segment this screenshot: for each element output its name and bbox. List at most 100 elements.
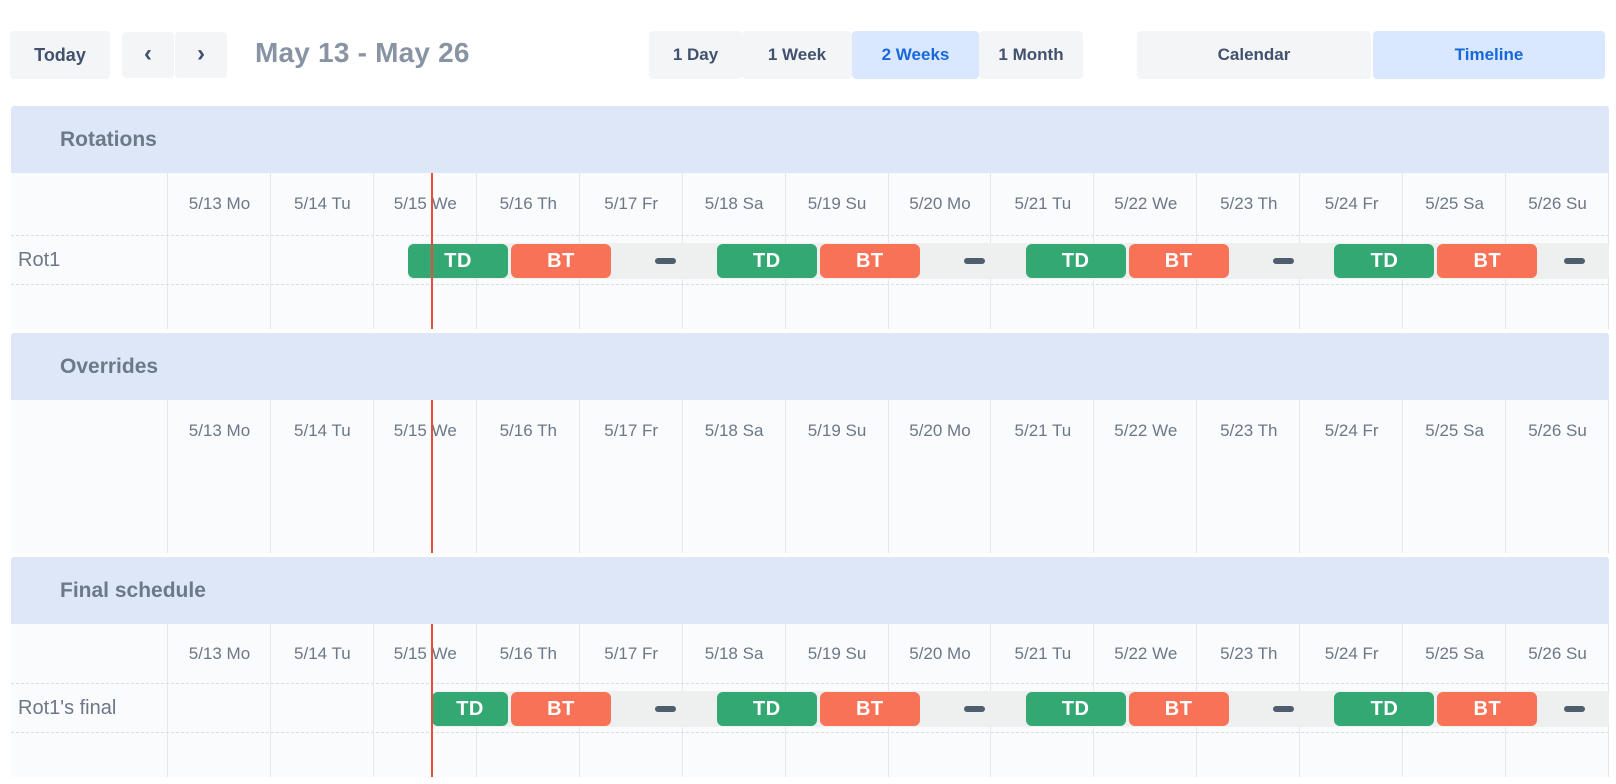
gap-indicator[interactable] bbox=[1272, 258, 1294, 264]
shift-bar-td[interactable]: TD bbox=[1025, 692, 1126, 726]
schedule-timeline: Rotations 5/13 Mo 5/14 Tu 5/15 We 5/16 Th 5/1… bbox=[11, 106, 1609, 781]
view-button-1-month[interactable]: 1 Month bbox=[979, 31, 1083, 79]
date-header-row: 5/13 Mo 5/14 Tu 5/15 We 5/16 Th 5/17 Fr 5/18 … bbox=[11, 400, 1609, 462]
shift-bar-bt[interactable]: BT bbox=[1128, 244, 1229, 278]
chevron-right-icon: › bbox=[197, 39, 205, 67]
section-body: 5/13 Mo 5/14 Tu 5/15 We 5/16 Th 5/17 Fr 5/18 … bbox=[11, 400, 1609, 553]
date-cell: 5/14 Tu bbox=[294, 421, 351, 440]
date-cell: 5/18 Sa bbox=[704, 194, 764, 213]
view-button-1-day[interactable]: 1 Day bbox=[649, 31, 742, 79]
date-cell: 5/26 Su bbox=[1528, 421, 1587, 440]
gap-indicator[interactable] bbox=[963, 706, 985, 712]
shift-bar-bt[interactable]: BT bbox=[1437, 244, 1538, 278]
column-separator bbox=[372, 400, 374, 553]
date-cell: 5/19 Su bbox=[807, 194, 867, 213]
date-cell: 5/25 Sa bbox=[1425, 643, 1484, 663]
column-separator bbox=[990, 400, 992, 553]
section-overrides: Overrides 5/13 Mo 5/14 Tu 5/15 We 5/16 Th 5/1… bbox=[11, 333, 1609, 553]
current-time-line bbox=[431, 400, 433, 553]
date-cell: 5/23 Th bbox=[1220, 421, 1278, 440]
date-header-row: 5/13 Mo 5/14 Tu 5/15 We 5/16 Th 5/17 Fr 5/18 … bbox=[11, 624, 1609, 683]
date-cell: 5/15 We bbox=[393, 421, 457, 440]
section-header-overrides: Overrides bbox=[11, 333, 1609, 400]
date-cell: 5/16 Th bbox=[499, 421, 557, 440]
date-cell: 5/17 Fr bbox=[604, 194, 659, 213]
date-cell: 5/14 Tu bbox=[294, 194, 351, 213]
date-cell: 5/23 Th bbox=[1220, 194, 1278, 213]
shift-bar-td[interactable]: TD bbox=[1334, 692, 1435, 726]
row-label: Rot1's final bbox=[18, 696, 117, 719]
date-cell: 5/18 Sa bbox=[704, 643, 764, 663]
shift-bar-td[interactable]: TD bbox=[432, 692, 509, 726]
column-separator bbox=[784, 400, 786, 553]
date-cell: 5/19 Su bbox=[807, 421, 867, 440]
toolbar: Today ‹ › May 13 - May 26 1 Day 1 Week 2… bbox=[0, 0, 1616, 106]
shift-bar-td[interactable]: TD bbox=[716, 244, 817, 278]
date-cell: 5/16 Th bbox=[499, 643, 557, 663]
date-cell: 5/25 Sa bbox=[1425, 421, 1484, 440]
schedule-row-rot1: Rot1 TD BT TD BT TD BT TD BT bbox=[11, 235, 1609, 285]
view-button-2-weeks[interactable]: 2 Weeks bbox=[852, 31, 979, 79]
gap-indicator[interactable] bbox=[1564, 258, 1586, 264]
column-separator bbox=[167, 624, 168, 777]
date-cell: 5/21 Tu bbox=[1014, 194, 1072, 213]
shift-bar-td[interactable]: TD bbox=[1334, 244, 1435, 278]
shift-bar-td[interactable]: TD bbox=[1025, 244, 1126, 278]
date-cell: 5/13 Mo bbox=[188, 643, 251, 663]
section-header-final-schedule: Final schedule bbox=[11, 557, 1609, 624]
shift-bar-bt[interactable]: BT bbox=[1437, 692, 1538, 726]
shift-bar-td[interactable]: TD bbox=[716, 692, 817, 726]
section-body: 5/13 Mo 5/14 Tu 5/15 We 5/16 Th 5/17 Fr 5/18 … bbox=[11, 624, 1609, 777]
date-range-title: May 13 - May 26 bbox=[255, 37, 470, 68]
date-cell: 5/15 We bbox=[393, 194, 457, 213]
shift-bar-bt[interactable]: BT bbox=[511, 244, 611, 278]
date-cell: 5/17 Fr bbox=[604, 643, 659, 663]
column-separator bbox=[887, 400, 889, 553]
column-separator bbox=[1093, 400, 1095, 553]
date-cell: 5/18 Sa bbox=[704, 421, 764, 440]
date-header-row: 5/13 Mo 5/14 Tu 5/15 We 5/16 Th 5/17 Fr 5/18 … bbox=[11, 173, 1609, 235]
date-cell: 5/19 Su bbox=[807, 643, 867, 663]
section-final-schedule: Final schedule 5/13 Mo 5/14 Tu 5/15 We 5/16 … bbox=[11, 557, 1609, 777]
date-cell: 5/22 We bbox=[1114, 643, 1178, 663]
date-cell: 5/13 Mo bbox=[188, 194, 251, 213]
column-separator bbox=[1608, 400, 1609, 553]
chevron-left-icon: ‹ bbox=[144, 39, 152, 67]
shift-bar-bt[interactable]: BT bbox=[819, 692, 920, 726]
section-header-rotations: Rotations bbox=[11, 106, 1609, 173]
column-separator bbox=[1196, 400, 1198, 553]
gap-indicator[interactable] bbox=[1564, 706, 1586, 712]
date-cell: 5/26 Su bbox=[1528, 194, 1587, 213]
next-arrow-button[interactable]: › bbox=[175, 32, 227, 78]
gap-indicator[interactable] bbox=[963, 258, 985, 264]
empty-area bbox=[11, 733, 1609, 777]
date-cell: 5/17 Fr bbox=[604, 421, 659, 440]
mode-button-calendar[interactable]: Calendar bbox=[1137, 31, 1371, 79]
date-cell: 5/22 We bbox=[1114, 194, 1178, 213]
gap-indicator[interactable] bbox=[654, 706, 676, 712]
column-separator bbox=[269, 173, 271, 329]
shift-bar-td[interactable]: TD bbox=[408, 244, 509, 278]
shift-bar-bt[interactable]: BT bbox=[819, 244, 920, 278]
empty-area bbox=[11, 285, 1609, 329]
date-cell: 5/24 Fr bbox=[1324, 194, 1379, 213]
gap-indicator[interactable] bbox=[1272, 706, 1294, 712]
gap-indicator[interactable] bbox=[654, 258, 676, 264]
date-cell: 5/14 Tu bbox=[294, 643, 351, 663]
shift-bar-bt[interactable]: BT bbox=[1128, 692, 1229, 726]
section-body: 5/13 Mo 5/14 Tu 5/15 We 5/16 Th 5/17 Fr 5/18 … bbox=[11, 173, 1609, 329]
today-button[interactable]: Today bbox=[10, 31, 110, 79]
date-cell: 5/23 Th bbox=[1220, 643, 1278, 663]
column-separator bbox=[578, 400, 580, 553]
row-label: Rot1 bbox=[18, 248, 61, 271]
column-separator bbox=[167, 400, 168, 553]
prev-arrow-button[interactable]: ‹ bbox=[122, 32, 174, 78]
shift-bar-bt[interactable]: BT bbox=[511, 692, 611, 726]
column-separator bbox=[1505, 400, 1507, 553]
mode-button-timeline[interactable]: Timeline bbox=[1373, 31, 1605, 79]
current-time-line bbox=[431, 173, 433, 329]
date-cell: 5/16 Th bbox=[499, 194, 557, 213]
column-separator bbox=[1299, 400, 1301, 553]
date-cell: 5/15 We bbox=[393, 643, 457, 663]
view-button-1-week[interactable]: 1 Week bbox=[742, 31, 852, 79]
